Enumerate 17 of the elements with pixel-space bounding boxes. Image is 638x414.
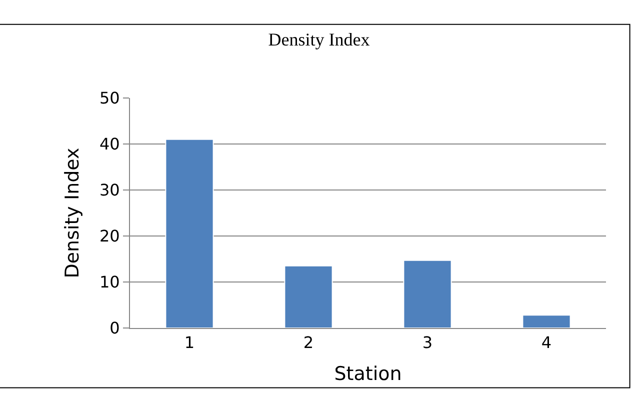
y-tick-label: 30 — [99, 180, 120, 200]
x-tick-label: 4 — [541, 333, 552, 352]
x-tick-label: 3 — [422, 333, 433, 352]
y-tick-label: 10 — [99, 272, 120, 292]
y-tick-label: 0 — [110, 318, 120, 338]
y-tick-label: 20 — [99, 226, 120, 246]
bar — [522, 314, 571, 328]
y-tick-label: 40 — [99, 134, 120, 154]
y-axis-title: Density Index — [61, 148, 84, 278]
bar — [284, 265, 333, 328]
x-tick-label: 1 — [184, 333, 195, 352]
x-tick-label: 2 — [303, 333, 314, 352]
bar — [403, 260, 452, 328]
y-tick-label: 50 — [99, 88, 120, 108]
chart-title: Density Index — [268, 30, 370, 50]
bar — [165, 138, 214, 328]
x-axis-title: Station — [334, 363, 402, 385]
